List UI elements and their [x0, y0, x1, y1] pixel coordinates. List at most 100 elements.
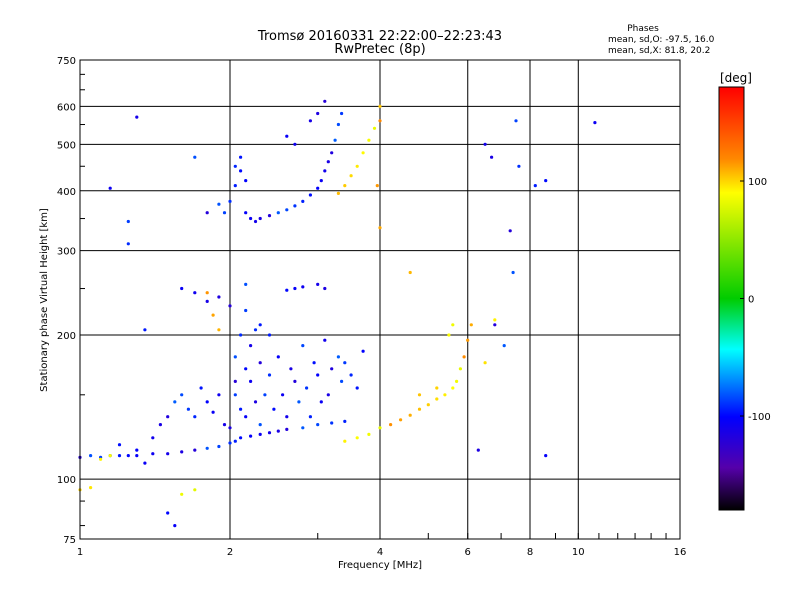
colorbar-tick-label: 100 [748, 177, 767, 188]
data-point [308, 415, 312, 419]
data-point [228, 426, 232, 430]
x-tick-label: 8 [527, 547, 533, 558]
data-point [301, 285, 305, 289]
data-point [502, 344, 506, 348]
y-tick-label: 75 [63, 535, 76, 546]
data-point [323, 286, 327, 291]
data-point [343, 361, 347, 365]
data-point [244, 282, 248, 286]
colorbar-tick-label: 0 [748, 295, 754, 306]
data-point [508, 229, 512, 233]
data-point [244, 367, 248, 371]
data-point [451, 323, 455, 327]
data-point [222, 211, 227, 215]
y-tick-label: 500 [57, 140, 76, 151]
data-point [258, 361, 262, 365]
data-point [378, 119, 382, 123]
data-point [199, 386, 203, 390]
data-point [293, 204, 297, 208]
data-point [319, 400, 323, 404]
data-point [143, 328, 147, 332]
data-point [239, 407, 243, 411]
data-point [126, 242, 130, 246]
data-point [267, 333, 272, 337]
x-tick-label: 4 [377, 547, 383, 558]
data-point [233, 439, 237, 443]
data-point [285, 288, 289, 292]
data-point [151, 452, 155, 456]
x-tick-label: 1 [77, 547, 83, 558]
data-point [205, 299, 209, 303]
data-point [367, 138, 371, 142]
data-point [323, 338, 327, 342]
data-point [267, 373, 272, 377]
data-point [316, 423, 320, 427]
data-point [316, 111, 320, 116]
data-point [228, 304, 232, 308]
data-point [326, 160, 330, 164]
data-point [217, 202, 221, 206]
data-point [289, 367, 293, 371]
data-point [285, 208, 289, 212]
data-point [233, 393, 237, 397]
data-point [426, 403, 430, 407]
data-point [285, 427, 289, 431]
data-point [544, 454, 548, 458]
data-point [258, 432, 262, 436]
colorbar [718, 86, 745, 511]
data-point [263, 393, 267, 397]
data-point [517, 164, 521, 168]
data-point [180, 450, 184, 454]
data-point [361, 349, 365, 353]
data-point [233, 379, 237, 383]
data-point [533, 184, 537, 188]
data-point [333, 138, 337, 142]
data-point [476, 448, 480, 452]
data-point [117, 454, 122, 458]
data-point [193, 415, 197, 419]
data-point [249, 379, 253, 383]
data-point [244, 308, 248, 313]
data-point [316, 186, 320, 190]
data-point [89, 454, 93, 458]
x-tick-label: 6 [465, 547, 471, 558]
data-point [186, 407, 190, 411]
data-point [378, 426, 382, 430]
data-point [308, 119, 312, 123]
data-point [253, 219, 258, 224]
data-point [180, 492, 184, 496]
x-tick-label: 10 [572, 547, 585, 558]
y-tick-label: 400 [57, 187, 76, 198]
data-point [355, 164, 359, 168]
data-point [330, 421, 334, 425]
data-point [312, 361, 316, 365]
data-point [276, 211, 280, 215]
data-point [316, 373, 320, 377]
data-point [249, 216, 253, 221]
data-point [244, 211, 248, 215]
data-point [217, 444, 221, 449]
y-tick-label: 750 [57, 56, 76, 67]
data-point [253, 328, 258, 332]
data-point [108, 454, 112, 458]
data-point [233, 184, 237, 188]
data-point [135, 115, 139, 119]
data-point [372, 126, 377, 130]
data-point [408, 413, 412, 417]
data-point [375, 184, 379, 188]
data-point [293, 286, 297, 291]
data-point [151, 436, 155, 440]
data-point [267, 214, 272, 218]
data-point [378, 104, 382, 108]
y-tick-label: 300 [57, 247, 76, 258]
data-point [211, 313, 215, 317]
data-point [301, 344, 305, 348]
data-point [483, 361, 487, 365]
data-point [276, 355, 280, 359]
data-point [228, 199, 232, 203]
data-point [462, 355, 466, 359]
colorbar-ticks: 100 0 -100 [740, 177, 771, 423]
data-point [272, 407, 276, 411]
data-point [293, 142, 297, 146]
data-point [285, 415, 289, 419]
